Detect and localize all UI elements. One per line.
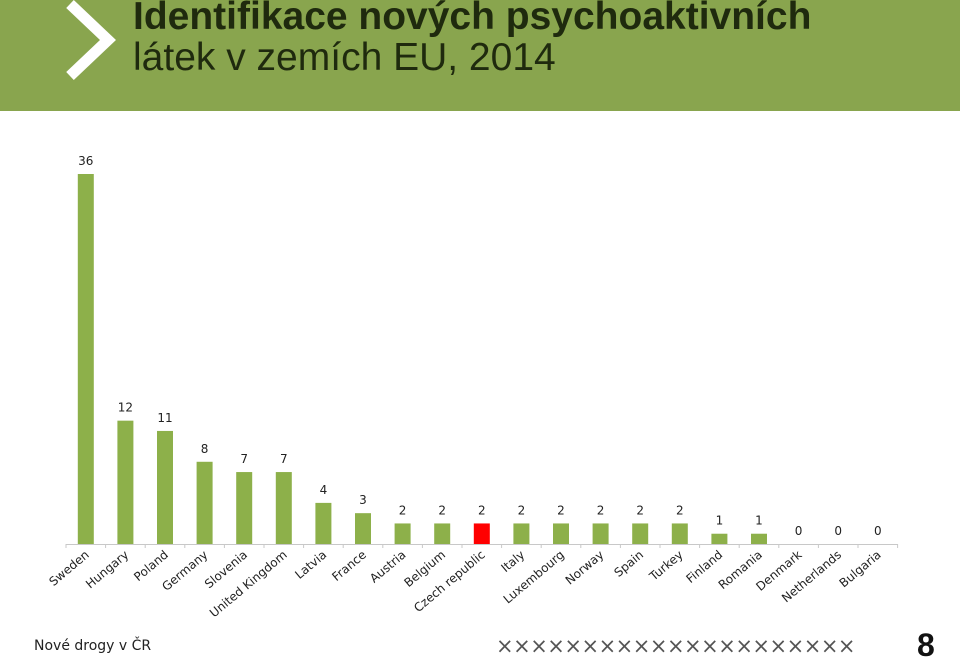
bar-austria: [394, 523, 411, 544]
bar-turkey: [671, 523, 688, 544]
bar-hungary: [117, 420, 134, 544]
data-label: 2: [399, 503, 407, 517]
bar-france: [355, 513, 371, 544]
bar-belgium: [434, 523, 451, 544]
title-line-2: látek v zemích EU, 2014: [133, 36, 556, 79]
bar-italy: [513, 523, 530, 544]
data-label: 11: [157, 411, 172, 425]
footer-label: Nové drogy v ČR: [34, 638, 152, 654]
data-label: 2: [597, 503, 605, 517]
data-label: 1: [755, 514, 763, 528]
data-label: 2: [636, 503, 644, 517]
footer-pattern: ×××××××××××××××××××××: [496, 634, 856, 658]
data-label: 8: [201, 442, 209, 456]
data-label: 7: [240, 452, 248, 466]
page-title: Identifikace nových psychoaktivních láte…: [133, 0, 811, 78]
bar-slovenia: [236, 472, 253, 544]
bar-romania: [751, 533, 767, 544]
bar-luxembourg: [553, 523, 569, 544]
category-label: Turkey: [646, 548, 686, 584]
data-label: 36: [78, 154, 93, 168]
title-line-1: Identifikace nových psychoaktivních: [133, 0, 812, 38]
chevron-right-icon: [66, 0, 116, 80]
header-band: Identifikace nových psychoaktivních láte…: [0, 0, 960, 111]
data-label: 1: [716, 514, 724, 528]
category-label: Czech republic: [411, 548, 488, 615]
category-label: Italy: [498, 548, 527, 575]
category-label: France: [329, 548, 369, 584]
category-label: Norway: [563, 548, 607, 588]
page-number: 8: [917, 627, 935, 663]
bar-latvia: [315, 502, 332, 544]
bar-finland: [711, 533, 728, 544]
data-label: 2: [557, 503, 565, 517]
bar-czech-republic: [473, 523, 490, 544]
category-label: Latvia: [292, 548, 329, 582]
bar-germany: [196, 461, 213, 544]
data-label: 4: [320, 483, 328, 497]
category-label: Spain: [611, 548, 646, 580]
bar-united-kingdom: [275, 472, 292, 544]
data-label: 0: [795, 524, 803, 538]
data-label: 0: [874, 524, 882, 538]
bar-chart: 36Sweden12Hungary11Poland8Germany7Sloven…: [46, 154, 899, 620]
data-label: 3: [359, 493, 367, 507]
bar-poland: [157, 430, 173, 544]
data-label: 7: [280, 452, 288, 466]
data-label: 2: [676, 503, 684, 517]
data-label: 12: [118, 401, 133, 415]
data-label: 0: [834, 524, 842, 538]
category-label: Hungary: [83, 548, 131, 592]
bar-spain: [632, 523, 649, 544]
data-label: 2: [478, 503, 486, 517]
bar-norway: [592, 523, 609, 544]
data-label: 2: [438, 503, 446, 517]
data-label: 2: [518, 503, 526, 517]
bar-sweden: [77, 174, 94, 544]
category-label: Bulgaria: [837, 548, 884, 591]
